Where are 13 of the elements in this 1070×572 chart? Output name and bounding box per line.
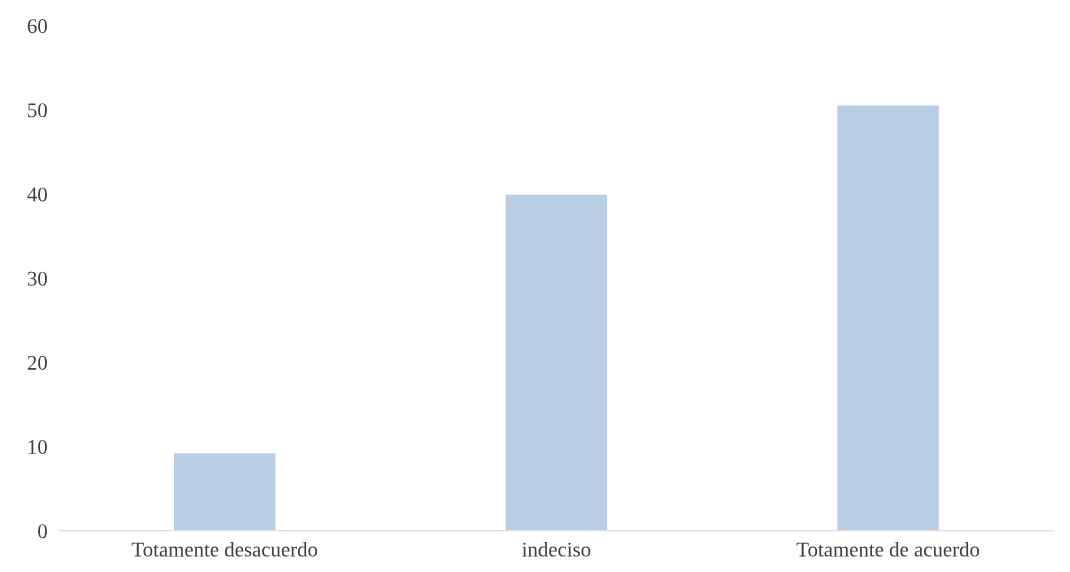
- bar: [504, 193, 609, 531]
- y-tick-label: 10: [28, 440, 47, 455]
- bar: [172, 451, 277, 531]
- x-tick-label: indeciso: [522, 541, 591, 557]
- y-tick-label: 60: [27, 19, 47, 34]
- y-tick-label: 0: [38, 524, 47, 539]
- bar: [835, 104, 941, 531]
- y-tick-label: 30: [27, 271, 47, 286]
- x-tick-label: Totamente desacuerdo: [131, 541, 318, 557]
- x-tick-label: Totamente de acuerdo: [796, 541, 980, 557]
- y-tick-label: 50: [28, 103, 47, 118]
- y-tick-label: 40: [27, 187, 47, 202]
- y-tick-label: 20: [27, 355, 47, 370]
